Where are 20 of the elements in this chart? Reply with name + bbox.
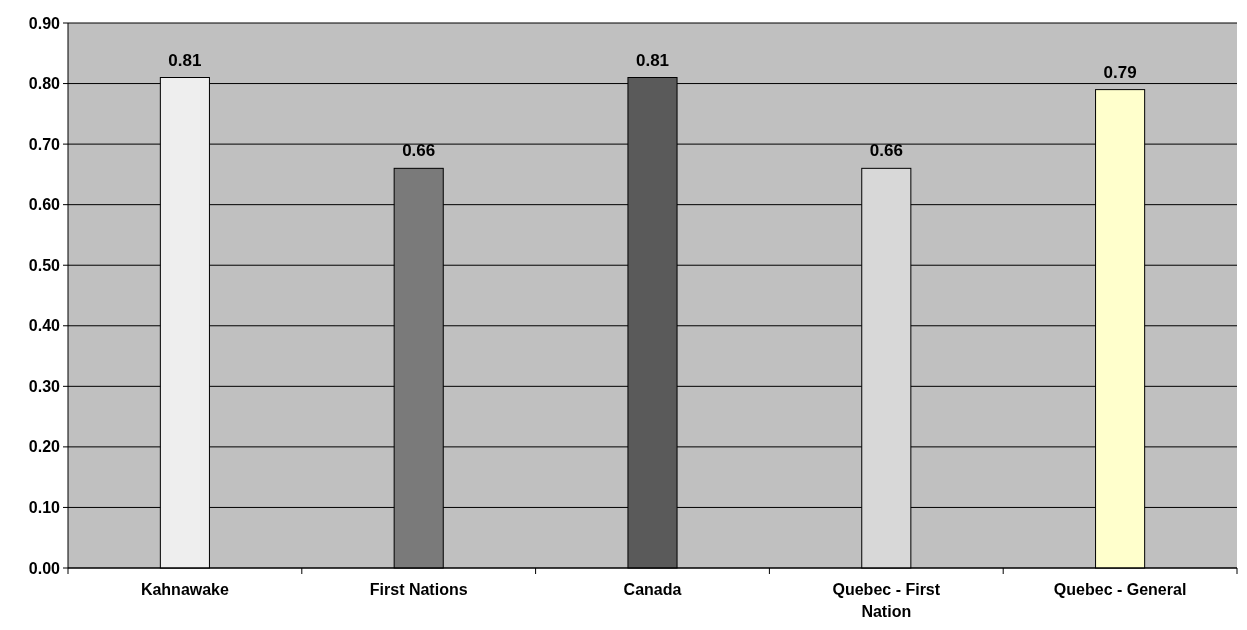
y-tick-label: 0.90	[28, 14, 61, 32]
x-tick-label: Canada	[623, 581, 682, 598]
data-label: 0.66	[869, 141, 903, 161]
y-tick-label: 0.50	[28, 256, 61, 274]
y-tick-label: 0.80	[28, 75, 61, 93]
data-label: 0.81	[168, 50, 202, 70]
x-tick-label: Quebec - First Nation	[832, 581, 941, 620]
y-tick-label: 0.10	[28, 499, 61, 517]
y-tick-label: 0.20	[28, 438, 61, 456]
data-label: 0.79	[1103, 62, 1137, 82]
x-tick-label: Kahnawake	[140, 581, 230, 598]
y-tick-label: 0.70	[28, 135, 61, 153]
data-label: 0.81	[635, 50, 670, 70]
y-tick-label: 0.00	[28, 559, 61, 577]
x-tick-label: First Nations	[369, 581, 468, 598]
y-tick-label: 0.30	[28, 377, 61, 395]
x-tick-label: Quebec - General	[1053, 581, 1187, 598]
y-tick-label: 0.60	[28, 196, 61, 214]
y-tick-label: 0.40	[28, 317, 61, 335]
data-label: 0.66	[402, 141, 436, 161]
